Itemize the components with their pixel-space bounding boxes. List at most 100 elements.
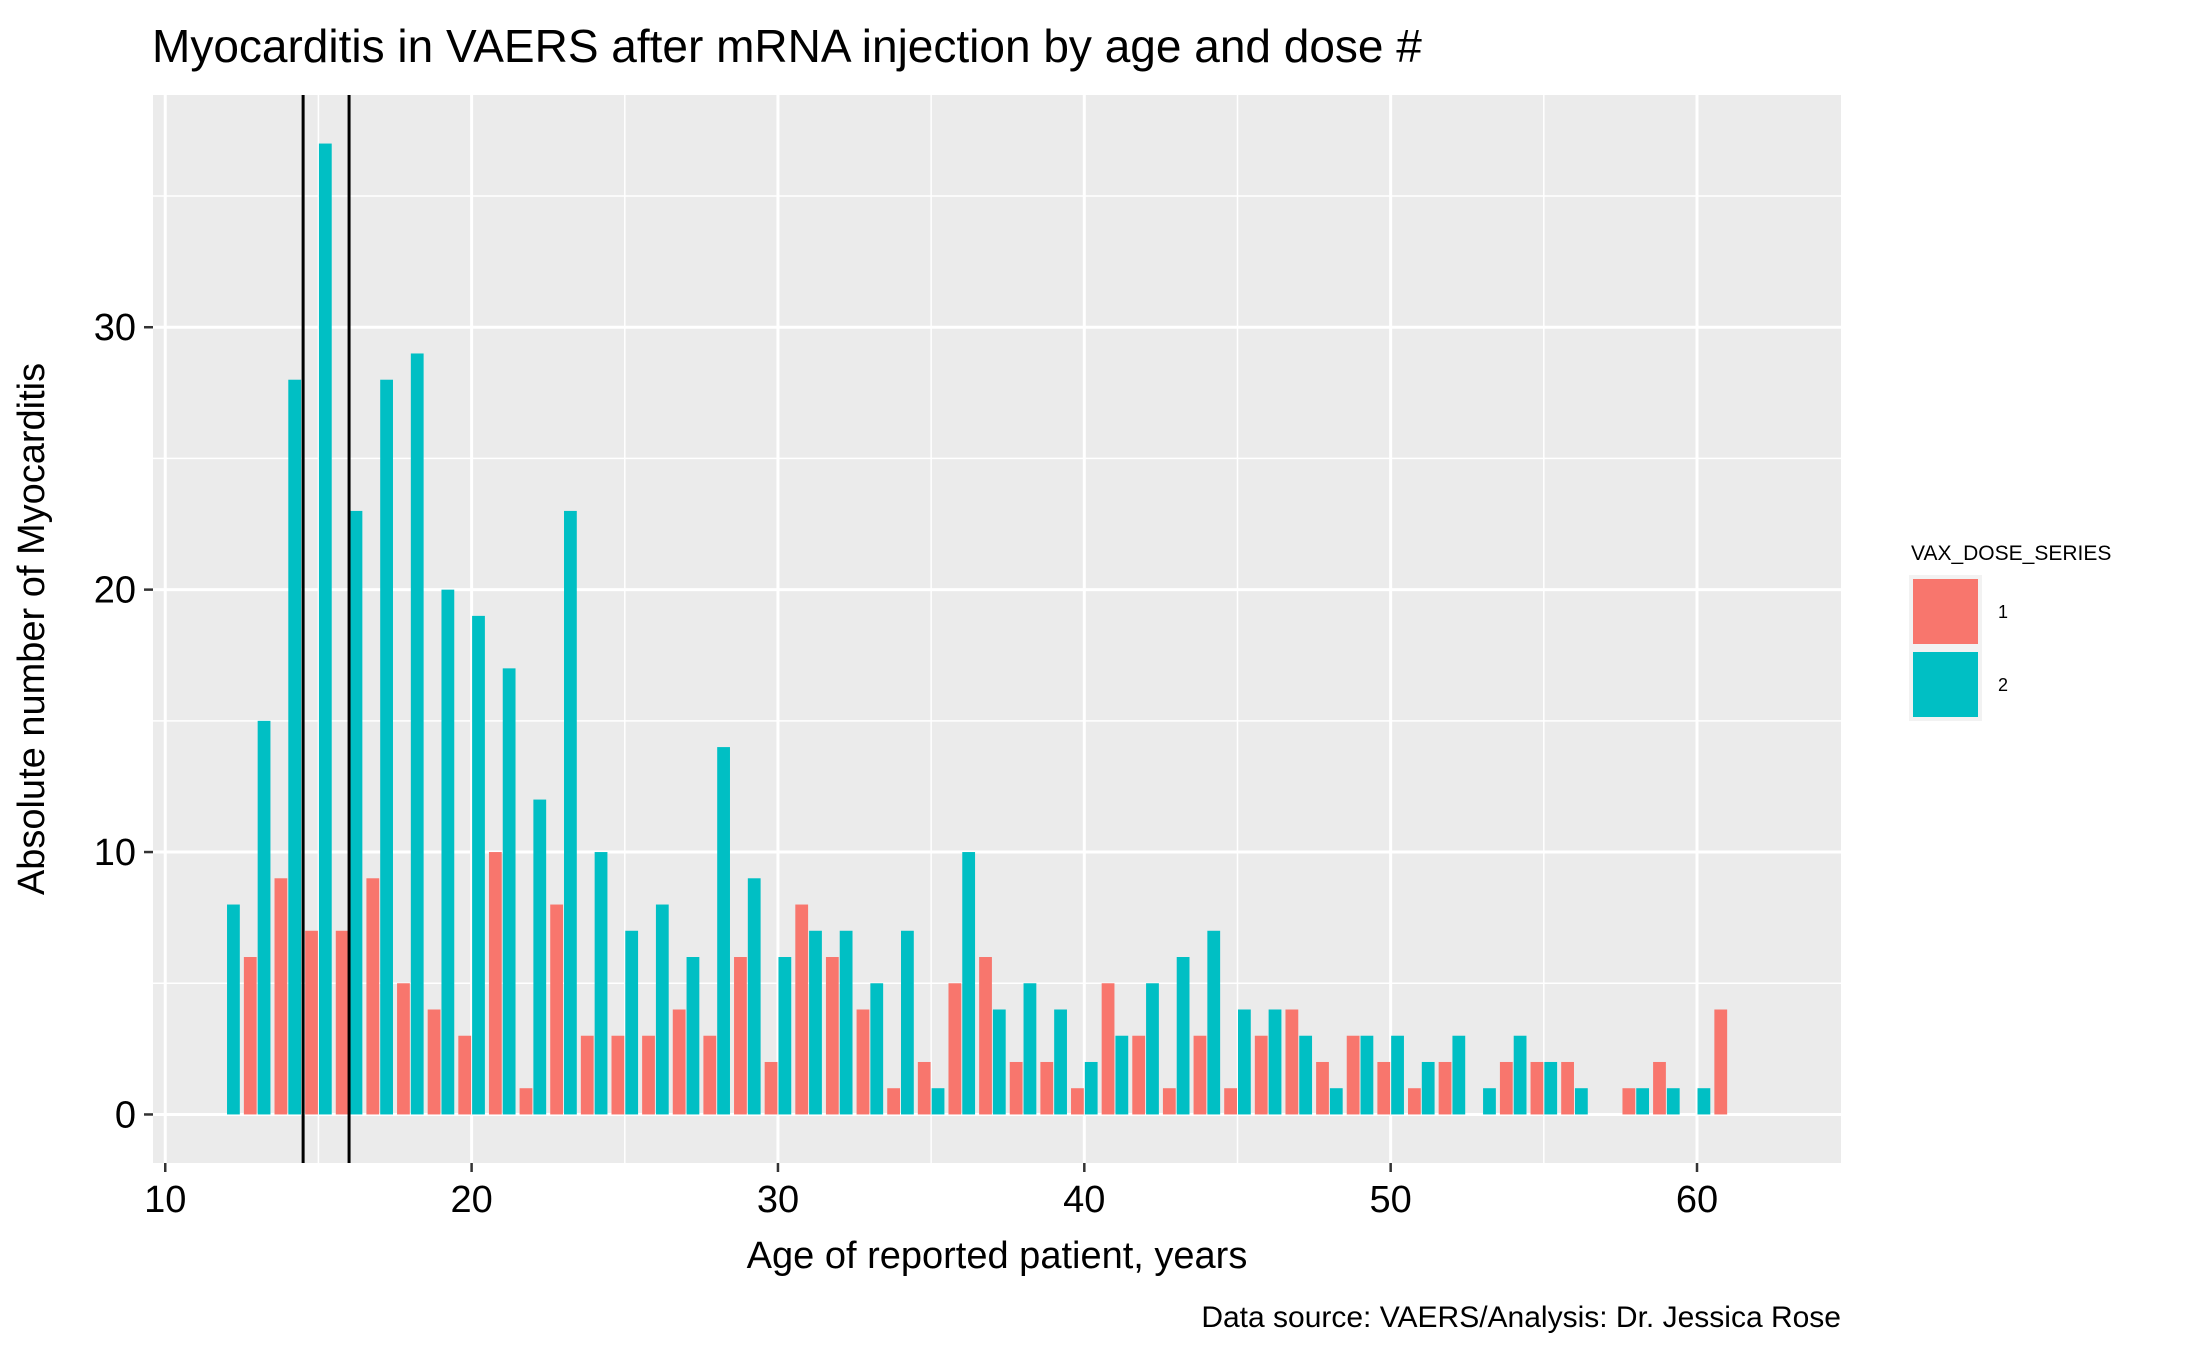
bar-dose-2 [1237,1009,1251,1115]
bar-dose-2 [1054,1009,1067,1115]
bar-dose-2 [686,957,700,1115]
bar-dose-1 [1530,1061,1544,1115]
axes: 10 20 30 40 50 60 0 10 20 30 [94,307,1718,1221]
bar-dose-2 [349,510,363,1115]
bar-dose-1 [1653,1061,1666,1115]
bar-dose-2 [564,510,577,1115]
bar-dose-2 [1176,957,1190,1115]
bar-dose-2 [1084,1061,1098,1115]
bar-dose-1 [1622,1088,1636,1115]
bar-dose-1 [1132,1035,1146,1115]
caption: Data source: VAERS/Analysis: Dr. Jessica… [1201,1301,1841,1334]
legend-title: VAX_DOSE_SERIES [1911,542,2111,565]
bar-dose-2 [747,878,761,1115]
bar-dose-2 [1452,1035,1466,1115]
x-tick-label: 40 [1063,1179,1105,1221]
y-tick-label: 0 [115,1094,136,1136]
bar-dose-1 [979,957,992,1115]
bar-dose-1 [734,957,747,1115]
bar-dose-2 [1421,1061,1435,1115]
bar-dose-2 [1544,1061,1558,1115]
bar-dose-1 [825,957,839,1115]
bar-dose-1 [1040,1061,1054,1115]
bar-dose-2 [1360,1035,1374,1115]
bar-dose-2 [380,379,393,1115]
bar-dose-2 [441,589,455,1115]
bar-dose-2 [1268,1009,1282,1115]
bar-dose-1 [305,930,318,1115]
bar-dose-1 [488,852,502,1115]
reference-lines [301,95,351,1163]
legend-key-dose-1 [1913,579,1978,644]
legend-items: 12 [1909,575,2008,721]
bar-dose-2 [288,379,302,1115]
y-tick-label: 20 [94,570,136,612]
bar-dose-1 [427,1009,441,1115]
bar-dose-1 [366,878,380,1115]
legend-key-dose-2 [1913,652,1978,717]
bar-dose-2 [1666,1088,1680,1115]
bar-dose-1 [1071,1088,1084,1115]
bar-dose-1 [1408,1088,1421,1115]
bar-dose-1 [856,1009,870,1115]
bar-dose-2 [1636,1088,1650,1115]
bar-dose-2 [992,1009,1006,1115]
bar-dose-2 [594,852,608,1115]
bars [227,143,1728,1115]
bar-dose-2 [1483,1088,1496,1115]
bar-dose-2 [472,615,485,1115]
x-axis-title: Age of reported patient, years [747,1235,1248,1277]
bar-dose-2 [809,930,822,1115]
bar-dose-1 [642,1035,655,1115]
bar-dose-2 [717,747,730,1115]
bar-dose-1 [672,1009,686,1115]
bar-dose-1 [1316,1061,1329,1115]
bar-dose-2 [1207,930,1221,1115]
bar-dose-1 [917,1061,931,1115]
bar-dose-1 [519,1088,533,1115]
bar-dose-2 [1146,983,1159,1115]
bar-dose-2 [1697,1088,1711,1115]
bar-dose-2 [1299,1035,1313,1115]
bar-dose-1 [335,930,349,1115]
bar-dose-1 [274,878,288,1115]
bar-dose-2 [900,930,914,1115]
y-tick-label: 30 [94,307,136,349]
bar-dose-1 [764,1061,778,1115]
bar-dose-1 [795,904,809,1115]
bar-dose-1 [1101,983,1115,1115]
legend-label-dose-2: 2 [1998,675,2008,695]
x-tick-label: 50 [1370,1179,1412,1221]
bar-dose-2 [870,983,884,1115]
bar-dose-1 [397,983,410,1115]
legend: VAX_DOSE_SERIES 12 [1909,542,2111,721]
bar-dose-2 [1391,1035,1404,1115]
bar-dose-1 [1285,1009,1299,1115]
bar-dose-1 [243,957,257,1115]
bar-dose-1 [1254,1035,1268,1115]
bar-dose-1 [1561,1061,1574,1115]
bar-dose-1 [458,1035,472,1115]
bar-dose-2 [931,1088,945,1115]
x-tick-label: 60 [1676,1179,1718,1221]
bar-dose-2 [1115,1035,1129,1115]
bar-dose-1 [1499,1061,1513,1115]
bar-dose-2 [1574,1088,1588,1115]
y-axis-title: Absolute number of Myocarditis [11,363,53,895]
bar-dose-2 [257,720,271,1115]
bar-dose-1 [1224,1088,1237,1115]
bar-dose-2 [1023,983,1037,1115]
bar-dose-1 [1346,1035,1360,1115]
bar-dose-1 [1193,1035,1207,1115]
bar-dose-2 [227,904,240,1115]
x-tick-label: 10 [144,1179,186,1221]
bar-dose-2 [318,143,332,1115]
bar-dose-2 [778,957,792,1115]
bar-dose-2 [502,668,516,1115]
bar-dose-1 [1377,1061,1391,1115]
bar-dose-2 [839,930,853,1115]
bar-dose-1 [1009,1061,1023,1115]
bar-dose-1 [1714,1009,1728,1115]
bar-dose-2 [1329,1088,1343,1115]
